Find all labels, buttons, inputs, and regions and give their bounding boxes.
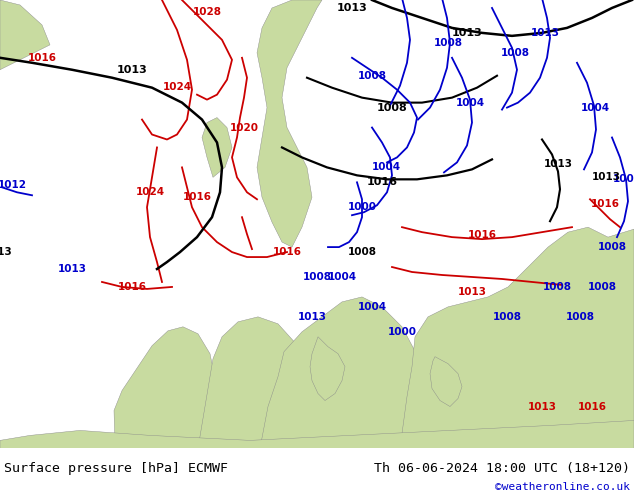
Polygon shape	[257, 0, 322, 247]
Text: 1004: 1004	[581, 102, 609, 113]
Text: 1008: 1008	[588, 282, 616, 292]
Text: 1012: 1012	[0, 180, 27, 190]
Text: Th 06-06-2024 18:00 UTC (18+120): Th 06-06-2024 18:00 UTC (18+120)	[374, 462, 630, 475]
Text: 1016: 1016	[117, 282, 146, 292]
Text: 1013: 1013	[58, 264, 86, 274]
Text: 1008: 1008	[347, 247, 377, 257]
Polygon shape	[114, 327, 216, 448]
Polygon shape	[430, 357, 462, 407]
Text: 1004: 1004	[358, 302, 387, 312]
Polygon shape	[198, 317, 302, 448]
Polygon shape	[260, 297, 422, 448]
Text: 1008: 1008	[597, 242, 626, 252]
Text: 1024: 1024	[162, 82, 191, 92]
Text: 1004: 1004	[327, 272, 356, 282]
Text: 1013: 1013	[543, 159, 573, 170]
Text: ©weatheronline.co.uk: ©weatheronline.co.uk	[495, 482, 630, 490]
Text: 1013: 1013	[297, 312, 327, 322]
Text: 1008: 1008	[543, 282, 571, 292]
Polygon shape	[202, 118, 232, 177]
Text: 1000: 1000	[387, 327, 417, 337]
Text: 1008: 1008	[358, 71, 387, 81]
Text: 1008: 1008	[302, 272, 332, 282]
Text: 1013: 1013	[117, 65, 147, 75]
Polygon shape	[310, 337, 345, 400]
Text: 1016: 1016	[467, 230, 496, 240]
Text: 1024: 1024	[136, 187, 165, 197]
Text: 1016: 1016	[183, 192, 212, 202]
Text: 1004: 1004	[455, 98, 484, 108]
Text: 1000: 1000	[347, 202, 377, 212]
Text: 1008: 1008	[434, 38, 462, 48]
Text: 1008: 1008	[612, 174, 634, 184]
Text: 1016: 1016	[273, 247, 302, 257]
Text: 1016: 1016	[590, 199, 619, 209]
Text: 1013: 1013	[527, 401, 557, 412]
Text: 113: 113	[0, 247, 13, 257]
Text: 1004: 1004	[372, 162, 401, 172]
Text: 1016: 1016	[27, 53, 56, 63]
Text: 1016: 1016	[366, 177, 398, 187]
Text: 1013: 1013	[451, 28, 482, 38]
Text: 1013: 1013	[531, 28, 559, 38]
Text: 1008: 1008	[493, 312, 522, 322]
Text: 1008: 1008	[377, 102, 408, 113]
Text: 1016: 1016	[578, 401, 607, 412]
Polygon shape	[0, 0, 50, 70]
Text: 1013: 1013	[458, 287, 486, 297]
Text: 1020: 1020	[230, 122, 259, 132]
Text: 1028: 1028	[193, 7, 221, 17]
Text: 1013: 1013	[592, 172, 621, 182]
Polygon shape	[0, 420, 634, 448]
Text: 1013: 1013	[337, 3, 367, 13]
Polygon shape	[400, 227, 634, 448]
Text: 1008: 1008	[566, 312, 595, 322]
Text: 1008: 1008	[500, 48, 529, 58]
Text: Surface pressure [hPa] ECMWF: Surface pressure [hPa] ECMWF	[4, 462, 228, 475]
